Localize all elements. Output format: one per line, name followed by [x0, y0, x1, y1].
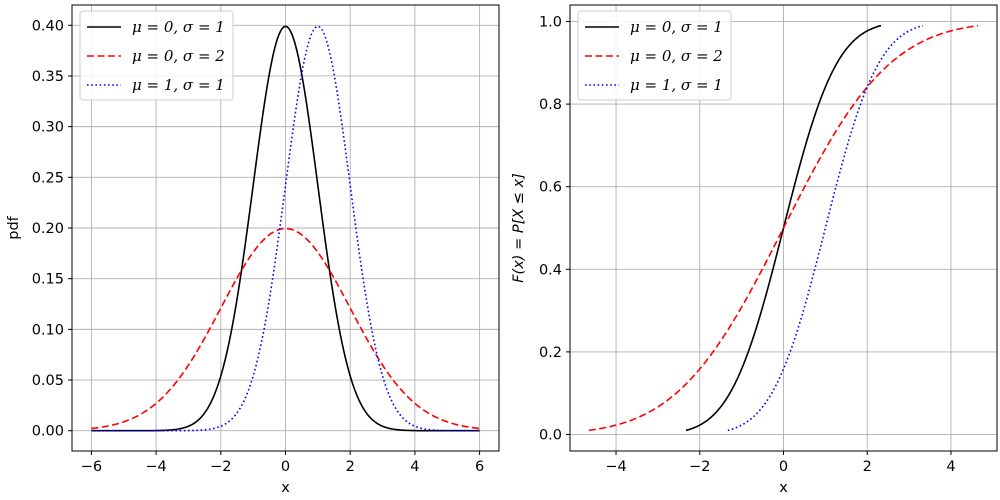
pdf-ytick-label: 0.35: [32, 69, 64, 85]
cdf-ytick-label: 0.8: [539, 97, 562, 113]
cdf-xtick-label: 2: [863, 459, 872, 475]
pdf-xtick-label: 4: [410, 459, 419, 475]
cdf-ytick-label: 0.0: [539, 427, 562, 443]
cdf-ytick-label: 0.4: [539, 262, 562, 278]
cdf-series-line-3: [727, 24, 924, 432]
pdf-xtick-label: 6: [475, 459, 484, 475]
pdf-ytick-label: 0.20: [32, 221, 64, 237]
pdf-ytick-label: 0.40: [32, 18, 64, 34]
cdf-xtick-label: 4: [946, 459, 955, 475]
pdf-legend-label-2: μ = 0, σ = 2: [132, 47, 225, 65]
cdf-ytick-label: 0.2: [539, 345, 562, 361]
pdf-ytick-label: 0.25: [32, 170, 64, 186]
cdf-xtick-label: −2: [689, 459, 710, 475]
pdf-legend: μ = 0, σ = 1 μ = 0, σ = 2 μ = 1, σ = 1: [79, 10, 234, 101]
cdf-legend-label-3: μ = 1, σ = 1: [630, 76, 723, 94]
cdf-legend: μ = 0, σ = 1 μ = 0, σ = 2 μ = 1, σ = 1: [577, 10, 732, 101]
cdf-legend-box: [577, 10, 732, 101]
pdf-xtick-label: 0: [281, 459, 290, 475]
cdf-panel: −4 −2 0 2 4 0.0 0.2 0.4 0.6 0.8 1.0 x F(x) = P[X ≤ x…: [511, 4, 998, 496]
cdf-ytick-label: 0.6: [539, 180, 562, 196]
pdf-y-axis-label: pdf: [6, 215, 22, 239]
pdf-legend-label-3: μ = 1, σ = 1: [132, 76, 225, 94]
cdf-xtick-label: −4: [605, 459, 626, 475]
pdf-grid: [72, 5, 499, 451]
cdf-legend-label-1: μ = 0, σ = 1: [630, 18, 723, 36]
pdf-legend-label-1: μ = 0, σ = 1: [132, 18, 225, 36]
pdf-xtick-label: −4: [145, 459, 166, 475]
cdf-y-axis-label: F(x) = P[X ≤ x]: [511, 173, 527, 283]
pdf-xtick-label: 2: [346, 459, 355, 475]
cdf-legend-label-2: μ = 0, σ = 2: [630, 47, 723, 65]
pdf-xtick-label: −6: [81, 459, 102, 475]
cdf-ytick-label: 1.0: [539, 15, 562, 31]
pdf-xtick-label: −2: [210, 459, 231, 475]
cdf-series-line-2: [588, 24, 979, 432]
pdf-ytick-label: 0.05: [32, 373, 64, 389]
pdf-series-line-1: [91, 25, 480, 432]
pdf-series-line-2: [91, 227, 480, 430]
pdf-legend-box: [79, 10, 234, 101]
pdf-ytick-label: 0.30: [32, 120, 64, 136]
pdf-panel: −6 −4 −2 0 2 4 6 0.00 0.05 0.10 0.15 0.20 0.25 0.30 0.…: [6, 4, 500, 496]
cdf-x-axis-label: x: [779, 480, 788, 496]
pdf-ytick-label: 0.00: [32, 424, 64, 440]
cdf-xtick-label: 0: [779, 459, 788, 475]
pdf-ytick-label: 0.15: [32, 272, 64, 288]
pdf-ytick-label: 0.10: [32, 322, 64, 338]
pdf-x-axis-label: x: [281, 480, 290, 496]
